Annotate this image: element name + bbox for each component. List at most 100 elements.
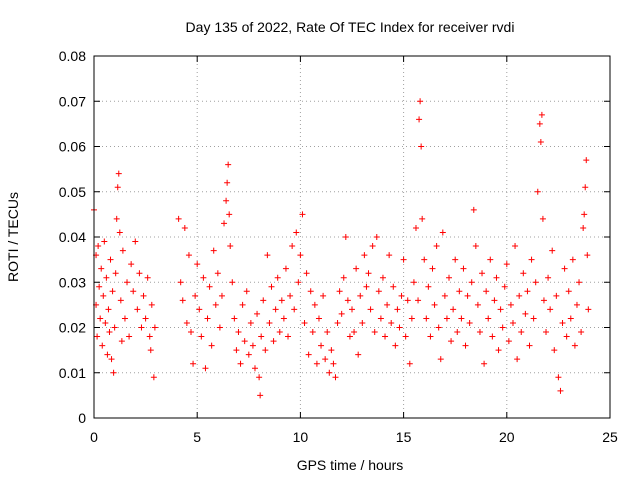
data-point	[221, 220, 228, 227]
data-point	[446, 274, 453, 281]
data-point	[291, 306, 298, 313]
data-point	[102, 319, 109, 326]
data-point	[124, 279, 131, 286]
data-point	[132, 238, 139, 245]
x-axis-ticks: 0 5 10 15 20 25	[90, 56, 618, 445]
data-point	[505, 338, 512, 345]
data-point	[179, 297, 186, 304]
data-point	[493, 274, 500, 281]
data-point	[146, 333, 153, 340]
data-point	[136, 270, 143, 277]
y-tick-label: 0.03	[59, 274, 86, 290]
data-point	[282, 265, 289, 272]
data-point	[355, 351, 362, 358]
data-point	[553, 292, 560, 299]
data-point	[532, 279, 539, 286]
data-point	[237, 360, 244, 367]
data-point	[427, 333, 434, 340]
data-point	[408, 315, 415, 322]
data-point	[538, 111, 545, 118]
data-point	[429, 265, 436, 272]
y-axis-ticks: 0 0.01 0.02 0.03 0.04 0.05 0.06 0.07 0.08	[59, 48, 610, 426]
data-point	[421, 256, 428, 263]
data-point	[439, 229, 446, 236]
data-point	[103, 274, 110, 281]
data-point	[547, 306, 554, 313]
data-point	[320, 292, 327, 299]
data-point	[340, 274, 347, 281]
data-point	[472, 243, 479, 250]
data-point	[476, 329, 483, 336]
data-point	[117, 297, 124, 304]
data-point	[322, 356, 329, 363]
data-point	[543, 329, 550, 336]
data-point	[313, 360, 320, 367]
data-point	[573, 301, 580, 308]
data-point	[210, 247, 217, 254]
data-point	[105, 306, 112, 313]
data-point	[315, 315, 322, 322]
data-point	[305, 351, 312, 358]
data-point	[299, 211, 306, 218]
data-point	[311, 301, 318, 308]
data-point	[462, 342, 469, 349]
data-point	[580, 224, 587, 231]
data-point	[412, 224, 419, 231]
data-point	[150, 374, 157, 381]
data-point	[293, 229, 300, 236]
data-point	[495, 347, 502, 354]
data-point	[307, 288, 314, 295]
data-point	[423, 315, 430, 322]
data-point	[278, 297, 285, 304]
data-point	[254, 310, 261, 317]
data-point	[410, 279, 417, 286]
data-point	[264, 252, 271, 259]
data-point	[94, 333, 101, 340]
data-point	[474, 301, 481, 308]
data-point	[359, 319, 366, 326]
data-point	[516, 292, 523, 299]
data-point	[489, 333, 496, 340]
data-point	[402, 333, 409, 340]
data-point	[394, 306, 401, 313]
data-point	[100, 292, 107, 299]
y-tick-label: 0.02	[59, 320, 86, 336]
data-point	[415, 297, 422, 304]
data-point	[262, 347, 269, 354]
data-point	[204, 315, 211, 322]
data-point	[134, 306, 141, 313]
data-point	[567, 315, 574, 322]
data-points	[91, 98, 592, 399]
data-point	[555, 374, 562, 381]
data-point	[437, 356, 444, 363]
data-point	[268, 283, 275, 290]
x-tick-label: 20	[499, 429, 515, 445]
data-point	[549, 247, 556, 254]
data-point	[121, 315, 128, 322]
data-point	[377, 315, 384, 322]
data-point	[270, 338, 277, 345]
data-point	[379, 274, 386, 281]
data-point	[539, 215, 546, 222]
data-point	[485, 315, 492, 322]
data-point	[194, 261, 201, 268]
y-tick-label: 0.07	[59, 93, 86, 109]
data-point	[382, 333, 389, 340]
data-point	[559, 319, 566, 326]
data-point	[557, 387, 564, 394]
data-point	[479, 270, 486, 277]
data-point	[569, 256, 576, 263]
data-point	[565, 288, 572, 295]
data-point	[303, 270, 310, 277]
data-point	[148, 301, 155, 308]
data-point	[390, 283, 397, 290]
data-point	[116, 229, 123, 236]
data-point	[454, 329, 461, 336]
data-point	[571, 342, 578, 349]
data-point	[192, 292, 199, 299]
data-point	[456, 288, 463, 295]
data-point	[503, 261, 510, 268]
data-point	[585, 306, 592, 313]
data-point	[190, 360, 197, 367]
